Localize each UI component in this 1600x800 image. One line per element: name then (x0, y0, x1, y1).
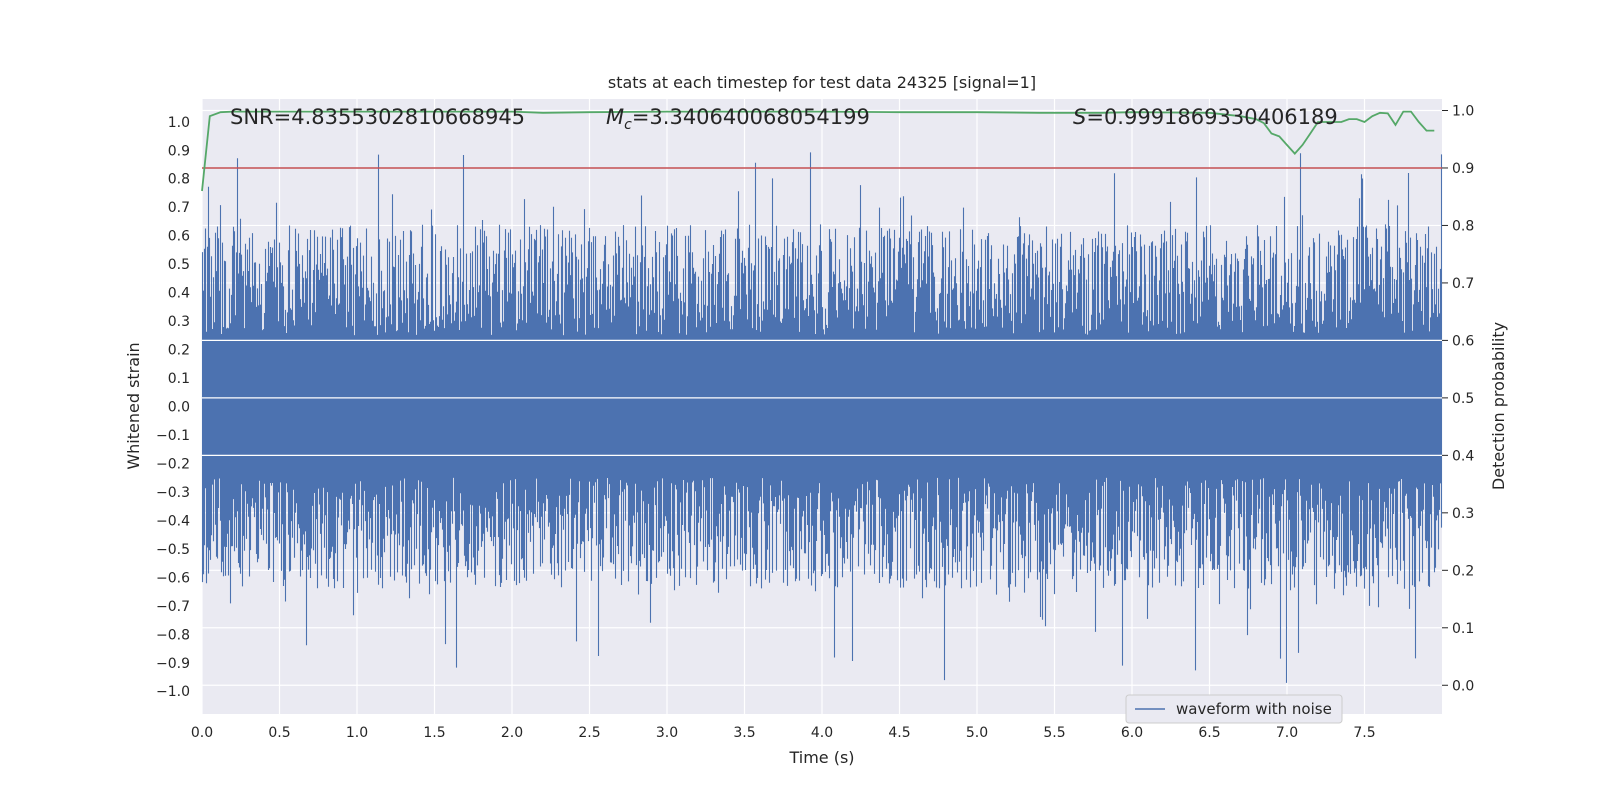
chirp-mass-value: =3.340640068054199 (632, 105, 870, 129)
x-tick-label: 1.0 (346, 725, 368, 741)
y-tick-label-left: −0.4 (156, 513, 190, 529)
y-axis-label-right: Detection probability (1489, 322, 1508, 490)
x-tick-label: 3.0 (656, 725, 678, 741)
score-value: =0.9991869330406189 (1086, 105, 1337, 129)
y-tick-label-left: −0.6 (156, 570, 190, 586)
y-tick-label-left: −0.2 (156, 456, 190, 472)
x-tick-label: 0.5 (268, 725, 290, 741)
x-tick-label: 4.5 (888, 725, 910, 741)
y-tick-label-left: −0.8 (156, 627, 190, 643)
snr-annotation: SNR=4.8355302810668945 (230, 105, 525, 129)
y-tick-label-left: 0.0 (168, 400, 190, 416)
y-tick-label-left: −0.7 (156, 599, 190, 615)
x-tick-label: 3.5 (733, 725, 755, 741)
x-tick-label: 4.0 (811, 725, 833, 741)
waveform-core-band (202, 335, 1442, 478)
y-tick-label-left: 0.2 (168, 343, 190, 359)
y-tick-label-right: 0.2 (1452, 563, 1474, 579)
legend-box (1125, 694, 1343, 724)
x-tick-label: 2.5 (578, 725, 600, 741)
x-tick-label: 6.5 (1198, 725, 1220, 741)
x-tick-label: 7.0 (1276, 725, 1298, 741)
y-tick-label-left: −0.3 (156, 485, 190, 501)
score-symbol: S (1073, 105, 1086, 129)
detection-probability-line (201, 110, 1435, 192)
y-tick-label-left: 0.4 (168, 286, 190, 302)
y-tick-label-left: 0.5 (168, 257, 190, 273)
y-tick-label-left: −0.1 (156, 428, 190, 444)
x-tick-label: 7.5 (1353, 725, 1375, 741)
y-tick-label-right: 0.1 (1452, 621, 1474, 637)
x-tick-labels: 0.0 0.5 1.0 1.5 2.0 2.5 3.0 3.5 4.0 4.5 5.0 5.5 6.0 6… (191, 725, 1376, 741)
x-tick-label: 5.0 (966, 725, 988, 741)
y-tick-label-right: 0.3 (1452, 506, 1474, 522)
waveform-dense-core (202, 335, 1442, 478)
y-tick-label-left: 0.3 (168, 314, 190, 330)
chirp-mass-annotation: Mc=3.340640068054199 (606, 105, 870, 133)
x-tick-label: 0.0 (191, 725, 213, 741)
chirp-mass-symbol: M (606, 105, 624, 129)
y-tick-label-right: 0.7 (1452, 276, 1474, 292)
chart-title: stats at each timestep for test data 243… (608, 73, 1036, 92)
x-tick-label: 1.5 (423, 725, 445, 741)
x-tick-label: 2.0 (501, 725, 523, 741)
y-tick-label-left: 0.7 (168, 200, 190, 216)
y-tick-label-left: 0.6 (168, 229, 190, 245)
y-tick-label-left: 1.0 (168, 115, 190, 131)
legend-label-waveform: waveform with noise (1176, 700, 1332, 718)
y-tick-label-left: 0.1 (168, 371, 190, 387)
y-tick-label-left: 0.8 (168, 172, 190, 188)
y-tick-labels-right: 1.0 0.9 0.8 0.7 0.6 0.5 0.4 0.3 0.2 0.1 0.0 (1442, 103, 1474, 694)
y-tick-label-left: −0.9 (156, 656, 190, 672)
x-axis-label: Time (s) (788, 748, 854, 767)
y-tick-label-right: 1.0 (1452, 103, 1474, 119)
y-tick-label-right: 0.8 (1452, 218, 1474, 234)
x-tick-label: 5.5 (1043, 725, 1065, 741)
x-tick-label: 6.0 (1121, 725, 1143, 741)
y-axis-label-left: Whitened strain (124, 342, 143, 469)
y-tick-label-right: 0.6 (1452, 333, 1474, 349)
y-tick-labels-left: 1.0 0.9 0.8 0.7 0.6 0.5 0.4 0.3 0.2 0.1 0.0 −0.1 −0.… (156, 115, 190, 700)
y-tick-label-left: 0.9 (168, 143, 190, 159)
y-tick-label-right: 0.4 (1452, 448, 1474, 464)
score-annotation: S=0.9991869330406189 (1073, 105, 1338, 129)
y-tick-label-right: 0.9 (1452, 161, 1474, 177)
y-tick-label-left: −1.0 (156, 684, 190, 700)
y-tick-label-right: 0.5 (1452, 391, 1474, 407)
legend: waveform with noise (1125, 694, 1343, 724)
y-tick-label-left: −0.5 (156, 542, 190, 558)
chirp-mass-subscript: c (624, 117, 632, 133)
y-tick-label-right: 0.0 (1452, 678, 1474, 694)
